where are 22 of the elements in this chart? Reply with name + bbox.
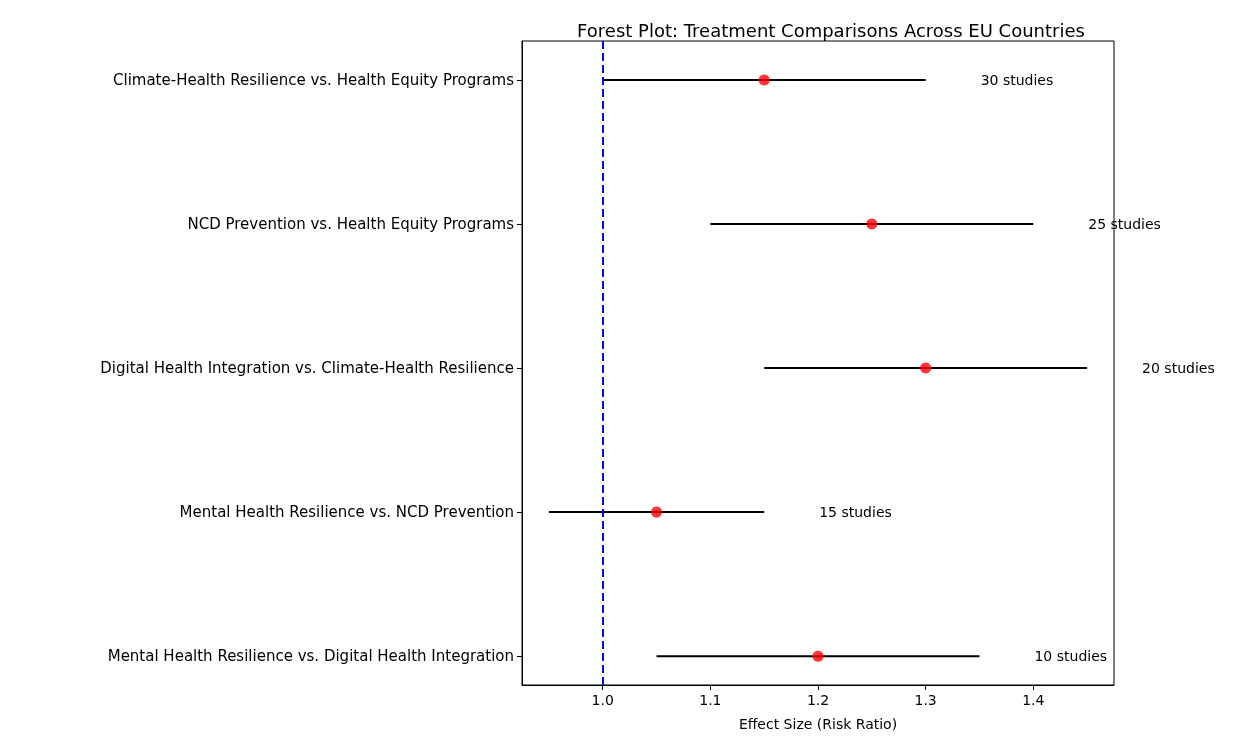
annotation: 30 studies (980, 71, 1054, 88)
point (866, 218, 878, 230)
chart-title: Forest Plot: Treatment Comparisons Across EU Countries (577, 19, 1085, 41)
point (651, 506, 663, 518)
annotation: 10 studies (1034, 648, 1108, 665)
x-tick-label: 1.0 (591, 692, 614, 708)
y-tick-label: Climate-Health Resilience vs. Health Equity Programs (113, 70, 515, 89)
y-tick-label: Mental Health Resilience vs. NCD Prevention (179, 503, 514, 522)
x-axis-title: Effect Size (Risk Ratio) (738, 716, 898, 732)
point (812, 650, 824, 662)
x-tick-label: 1.1 (699, 692, 722, 708)
x-tick-label: 1.3 (914, 692, 937, 708)
annotation: 25 studies (1088, 215, 1161, 232)
y-tick-label: Digital Health Integration vs. Climate-Health Resilience (100, 359, 514, 378)
point (758, 74, 770, 86)
x-tick-label: 1.2 (806, 692, 830, 708)
annotation: 15 studies (819, 504, 892, 521)
text: 20 studies (1142, 360, 1215, 377)
y-tick-label: Mental Health Resilience vs. Digital Health Integration (107, 647, 514, 666)
y-tick-label: NCD Prevention vs. Health Equity Programs (187, 214, 515, 233)
x-tick-label: 1.4 (1022, 692, 1045, 708)
point (920, 362, 932, 374)
